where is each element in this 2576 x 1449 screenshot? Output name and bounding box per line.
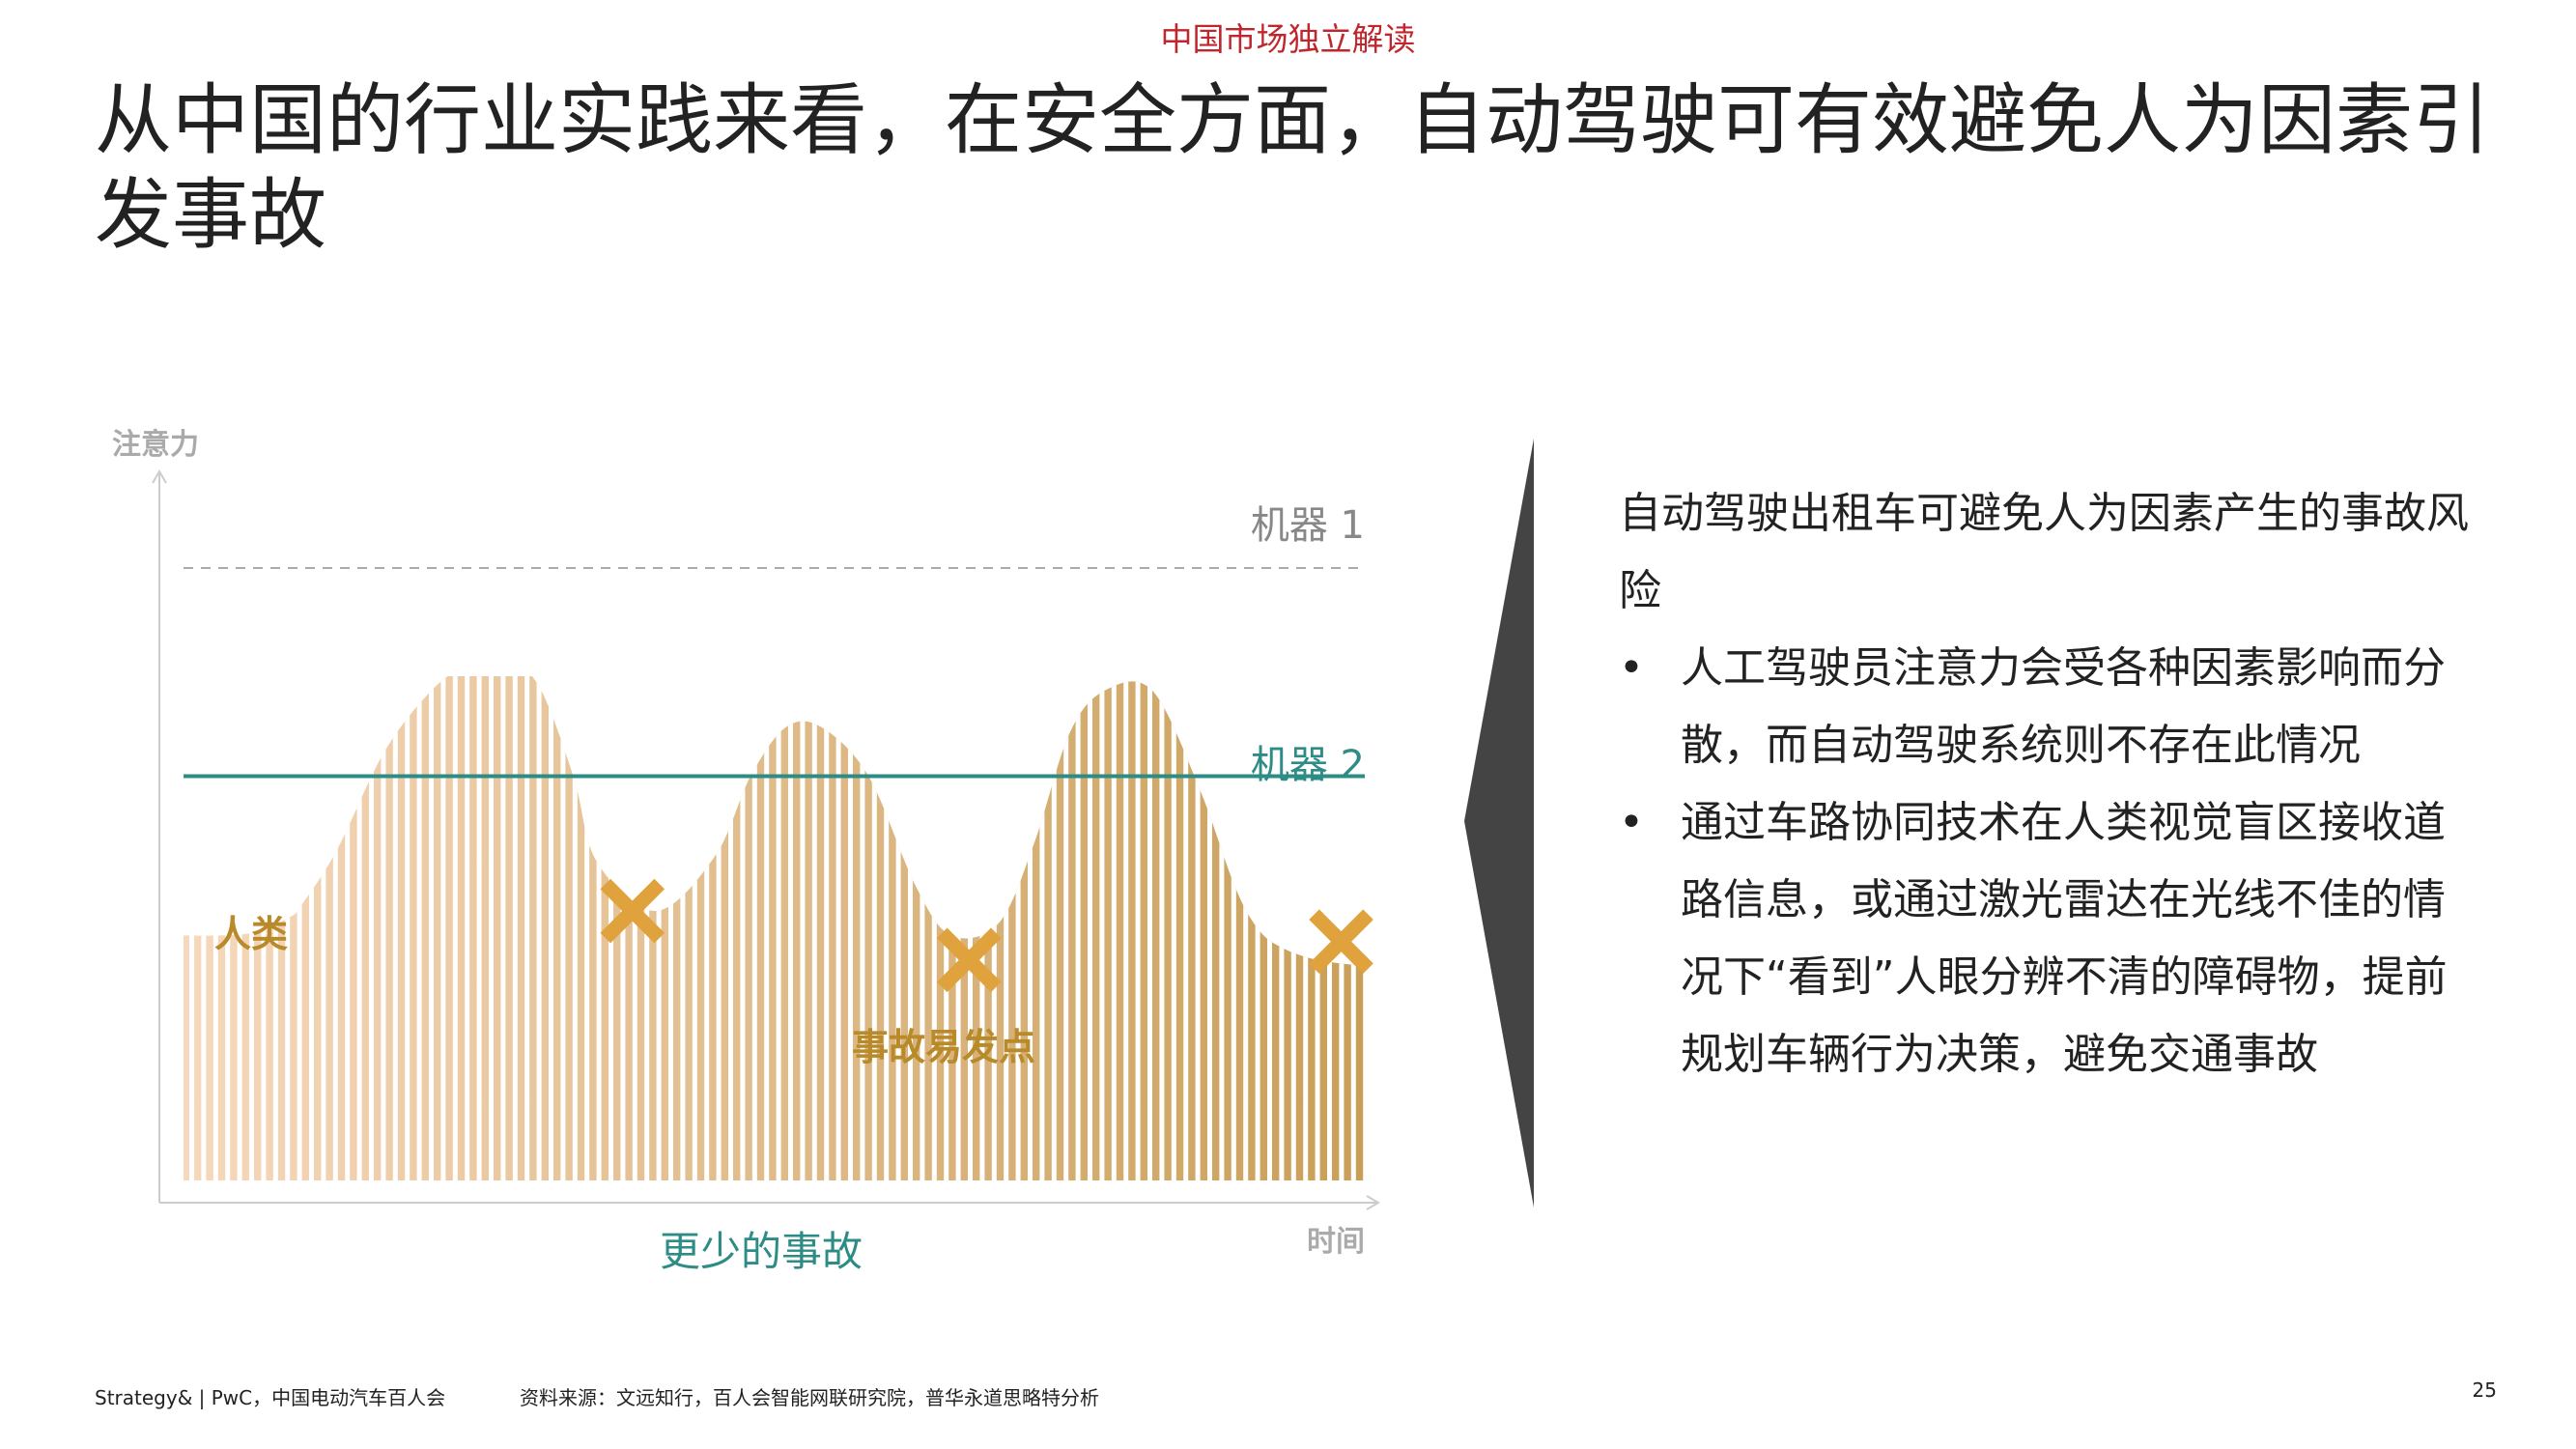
bullet-text: 通过车路协同技术在人类视觉盲区接收道路信息，或通过激光雷达在光线不佳的情况下“看… [1681, 798, 2448, 1079]
page-number: 25 [2472, 1378, 2497, 1402]
panel-intro: 自动驾驶出租车可避免人为因素产生的事故风险 [1619, 489, 2469, 615]
bullet-item: • 通过车路协同技术在人类视觉盲区接收道路信息，或通过激光雷达在光线不佳的情况下… [1619, 784, 2469, 1094]
x-axis-label: 时间 [1307, 1225, 1365, 1259]
bullet-icon: • [1619, 798, 1644, 847]
accident-prone-label: 事故易发点 [852, 1026, 1035, 1068]
x-axis-arrow-icon [1366, 1195, 1380, 1210]
page-title: 从中国的行业实践来看，在安全方面，自动驾驶可有效避免人为因素引发事故 [95, 75, 2490, 260]
header-tag: 中国市场独立解读 [1160, 20, 1416, 58]
panel-bullets: • 人工驾驶员注意力会受各种因素影响而分散，而自动驾驶系统则不存在此情况 • 通… [1619, 630, 2469, 1094]
y-axis-label: 注意力 [112, 428, 199, 462]
machine-2-label: 机器 2 [1251, 743, 1365, 787]
accident-marker-icon [1309, 909, 1373, 975]
bullet-text: 人工驾驶员注意力会受各种因素影响而分散，而自动驾驶系统则不存在此情况 [1681, 643, 2446, 770]
human-label: 人类 [214, 913, 288, 955]
y-axis-arrow-icon [152, 469, 167, 484]
footer-source: 资料来源：文远知行，百人会智能网联研究院，普华永道思略特分析 [520, 1386, 1099, 1409]
footer-credit: Strategy& | PwC，中国电动汽车百人会 [95, 1386, 446, 1409]
bullet-icon: • [1619, 643, 1644, 693]
accident-marker-icon [936, 927, 1002, 993]
x-caption: 更少的事故 [660, 1228, 863, 1275]
accident-markers [600, 878, 1373, 993]
accident-marker-icon [600, 878, 665, 944]
machine-1-label: 机器 1 [1251, 503, 1365, 548]
bullet-item: • 人工驾驶员注意力会受各种因素影响而分散，而自动驾驶系统则不存在此情况 [1619, 630, 2469, 784]
explanation-panel: 自动驾驶出租车可避免人为因素产生的事故风险 • 人工驾驶员注意力会受各种因素影响… [1619, 475, 2469, 1094]
